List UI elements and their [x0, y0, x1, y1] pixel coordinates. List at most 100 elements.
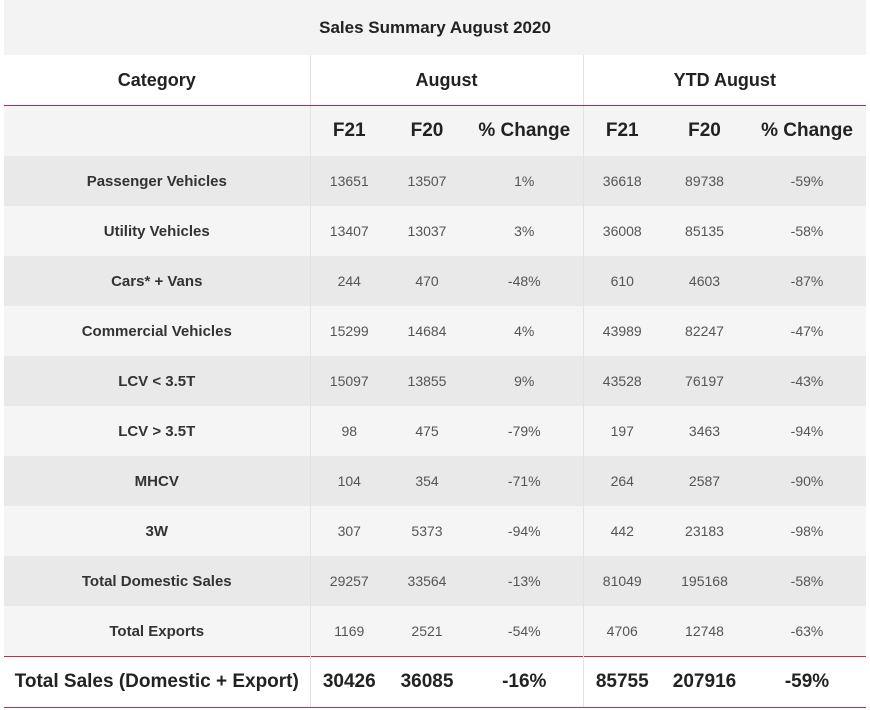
value-cell: -43% — [748, 356, 867, 406]
value-cell: -58% — [748, 556, 867, 606]
value-cell: 475 — [388, 406, 466, 456]
value-cell: 197 — [583, 406, 661, 456]
value-cell: -59% — [748, 156, 867, 206]
value-cell: 33564 — [388, 556, 466, 606]
table-row: Commercial Vehicles 15299 14684 4% 43989 8224… — [4, 306, 867, 356]
value-cell: 15299 — [310, 306, 388, 356]
value-cell: 43528 — [583, 356, 661, 406]
category-cell: 3W — [4, 506, 311, 556]
value-cell: 1169 — [310, 606, 388, 657]
value-cell: 89738 — [661, 156, 748, 206]
value-cell: 82247 — [661, 306, 748, 356]
value-cell: -94% — [748, 406, 867, 456]
value-cell: 442 — [583, 506, 661, 556]
value-cell: 43989 — [583, 306, 661, 356]
value-cell: 85755 — [583, 656, 661, 708]
value-cell: 36008 — [583, 206, 661, 256]
value-cell: 4% — [466, 306, 584, 356]
category-cell: MHCV — [4, 456, 311, 506]
value-cell: 264 — [583, 456, 661, 506]
value-cell: -63% — [748, 606, 867, 657]
value-cell: -94% — [466, 506, 584, 556]
value-cell: 104 — [310, 456, 388, 506]
value-cell: 12748 — [661, 606, 748, 657]
sales-summary-table: Sales Summary August 2020 Category Augus… — [4, 0, 867, 708]
subheader-f21: F21 — [310, 105, 388, 156]
value-cell: 307 — [310, 506, 388, 556]
category-cell: Total Domestic Sales — [4, 556, 311, 606]
value-cell: 5373 — [388, 506, 466, 556]
category-cell: LCV < 3.5T — [4, 356, 311, 406]
value-cell: -54% — [466, 606, 584, 657]
value-cell: 13507 — [388, 156, 466, 206]
subheader-f21: F21 — [583, 105, 661, 156]
value-cell: 9% — [466, 356, 584, 406]
category-cell: Commercial Vehicles — [4, 306, 311, 356]
value-cell: 81049 — [583, 556, 661, 606]
value-cell: 85135 — [661, 206, 748, 256]
value-cell: 29257 — [310, 556, 388, 606]
header-category: Category — [4, 55, 311, 106]
value-cell: -16% — [466, 656, 584, 708]
value-cell: 36085 — [388, 656, 466, 708]
category-cell: Total Exports — [4, 606, 311, 657]
value-cell: 13855 — [388, 356, 466, 406]
value-cell: -58% — [748, 206, 867, 256]
value-cell: -59% — [748, 656, 867, 708]
value-cell: 3463 — [661, 406, 748, 456]
value-cell: 23183 — [661, 506, 748, 556]
value-cell: 13407 — [310, 206, 388, 256]
value-cell: 244 — [310, 256, 388, 306]
subheader--change: % Change — [748, 105, 867, 156]
table-row: Passenger Vehicles 13651 13507 1% 36618 89738… — [4, 156, 867, 206]
value-cell: 610 — [583, 256, 661, 306]
value-cell: 2587 — [661, 456, 748, 506]
subheader-empty — [4, 105, 311, 156]
value-cell: -71% — [466, 456, 584, 506]
value-cell: -13% — [466, 556, 584, 606]
table-row: MHCV 104 354 -71% 264 2587 -90% — [4, 456, 867, 506]
value-cell: 13651 — [310, 156, 388, 206]
table-row: Cars* + Vans 244 470 -48% 610 4603 -87% — [4, 256, 867, 306]
value-cell: 15097 — [310, 356, 388, 406]
value-cell: 13037 — [388, 206, 466, 256]
value-cell: 2521 — [388, 606, 466, 657]
value-cell: 1% — [466, 156, 584, 206]
table-row: Total Exports 1169 2521 -54% 4706 12748 -63% — [4, 606, 867, 657]
value-cell: 14684 — [388, 306, 466, 356]
value-cell: -47% — [748, 306, 867, 356]
value-cell: 4603 — [661, 256, 748, 306]
value-cell: 3% — [466, 206, 584, 256]
value-cell: 470 — [388, 256, 466, 306]
table-row: LCV < 3.5T 15097 13855 9% 43528 76197 -43% — [4, 356, 867, 406]
value-cell: 30426 — [310, 656, 388, 708]
value-cell: 354 — [388, 456, 466, 506]
value-cell: -79% — [466, 406, 584, 456]
subheader-f20: F20 — [388, 105, 466, 156]
value-cell: -98% — [748, 506, 867, 556]
header-august: August — [310, 55, 584, 106]
value-cell: 195168 — [661, 556, 748, 606]
value-cell: -87% — [748, 256, 867, 306]
table-title: Sales Summary August 2020 — [4, 0, 867, 55]
value-cell: 98 — [310, 406, 388, 456]
subheader--change: % Change — [466, 105, 584, 156]
value-cell: -90% — [748, 456, 867, 506]
table-row: Utility Vehicles 13407 13037 3% 36008 85135 -5… — [4, 206, 867, 256]
value-cell: 207916 — [661, 656, 748, 708]
table-row: LCV > 3.5T 98 475 -79% 197 3463 -94% — [4, 406, 867, 456]
value-cell: 4706 — [583, 606, 661, 657]
value-cell: 36618 — [583, 156, 661, 206]
header-ytd-august: YTD August — [583, 55, 867, 106]
category-cell: Utility Vehicles — [4, 206, 311, 256]
table-row: Total Domestic Sales 29257 33564 -13% 81049 1… — [4, 556, 867, 606]
total-row: Total Sales (Domestic + Export) 30426 3608… — [4, 656, 867, 708]
value-cell: 76197 — [661, 356, 748, 406]
table-row: 3W 307 5373 -94% 442 23183 -98% — [4, 506, 867, 556]
category-cell: Passenger Vehicles — [4, 156, 311, 206]
category-cell: LCV > 3.5T — [4, 406, 311, 456]
subheader-f20: F20 — [661, 105, 748, 156]
value-cell: -48% — [466, 256, 584, 306]
category-cell: Cars* + Vans — [4, 256, 311, 306]
category-cell: Total Sales (Domestic + Export) — [4, 656, 311, 708]
